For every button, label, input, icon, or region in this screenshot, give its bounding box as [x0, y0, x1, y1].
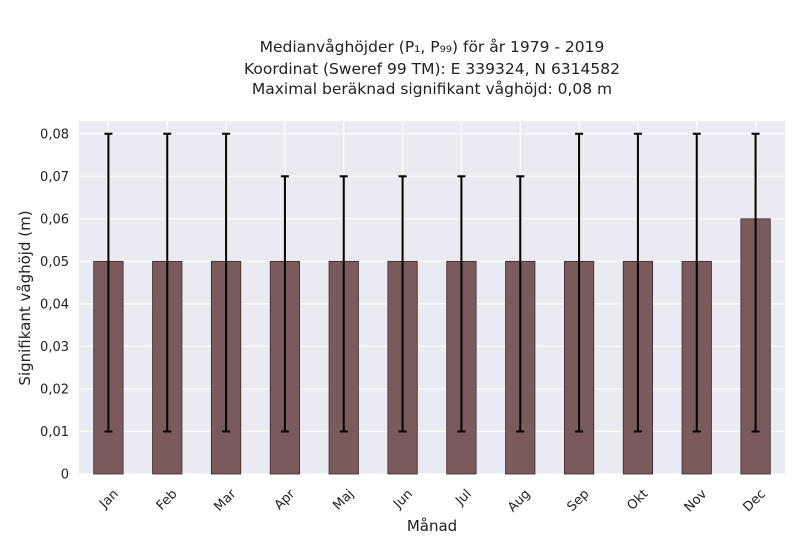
- x-tick-label: Maj: [330, 487, 357, 514]
- y-axis-label: Signifikant våghöjd (m): [16, 210, 34, 385]
- x-tick-label: Jul: [452, 487, 474, 509]
- x-tick-label: Sep: [564, 487, 592, 515]
- x-tick-label: Jan: [96, 487, 121, 512]
- y-tick-label: 0,06: [40, 212, 69, 227]
- y-tick-label: 0: [61, 468, 69, 483]
- y-tick-label: 0,02: [40, 382, 69, 397]
- x-tick-label: Jun: [390, 487, 416, 513]
- plot-background: [79, 121, 785, 474]
- x-tick-label: Mar: [211, 486, 239, 514]
- x-tick-label: Okt: [625, 487, 652, 514]
- x-tick-label: Apr: [272, 486, 299, 513]
- x-axis-label: Månad: [407, 517, 457, 535]
- y-tick-label: 0,05: [40, 255, 69, 270]
- x-tick-label: Feb: [154, 487, 181, 514]
- x-tick-label: Nov: [682, 487, 711, 516]
- y-tick-label: 0,03: [40, 340, 69, 355]
- y-tick-label: 0,01: [40, 425, 69, 440]
- x-axis-ticks: Jan Feb Mar Apr Maj Jun Jul Aug Sep Okt Nov Dec: [96, 486, 769, 515]
- error-bars: [104, 132, 760, 433]
- y-tick-label: 0,04: [40, 297, 69, 312]
- y-tick-label: 0,08: [40, 127, 69, 142]
- title-line-3: Maximal beräknad signifikant våghöjd: 0,…: [252, 80, 612, 98]
- chart-title: Medianvåghöjder (P₁, P₉₉) för år 1979 - …: [244, 38, 620, 98]
- x-tick-label: Dec: [741, 487, 769, 515]
- y-axis-ticks: 0 0,01 0,02 0,03 0,04 0,05 0,06 0,07 0,08: [40, 127, 69, 482]
- y-tick-label: 0,07: [40, 170, 69, 185]
- title-line-2: Koordinat (Sweref 99 TM): E 339324, N 63…: [244, 60, 620, 78]
- title-line-1: Medianvåghöjder (P₁, P₉₉) för år 1979 - …: [260, 38, 605, 56]
- x-tick-label: Aug: [505, 487, 534, 516]
